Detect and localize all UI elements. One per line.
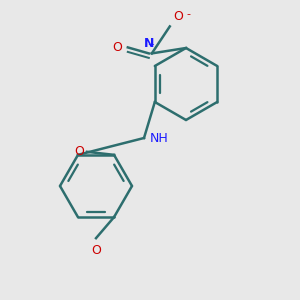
Text: N: N bbox=[144, 38, 154, 50]
Text: O: O bbox=[173, 11, 183, 23]
Text: O: O bbox=[112, 41, 122, 54]
Text: -: - bbox=[186, 9, 190, 19]
Text: +: + bbox=[147, 40, 154, 49]
Text: O: O bbox=[74, 145, 84, 158]
Text: NH: NH bbox=[150, 131, 169, 145]
Text: O: O bbox=[91, 244, 101, 257]
